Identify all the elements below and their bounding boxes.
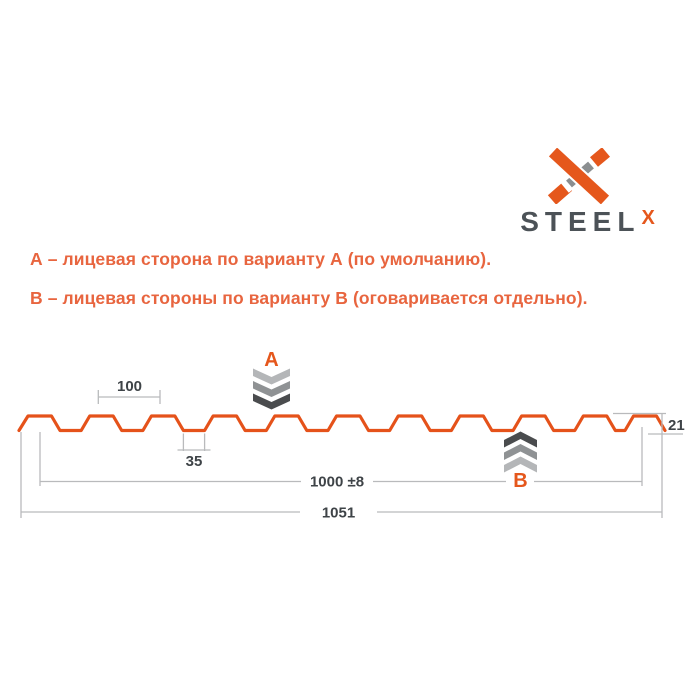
side-a-marker: A — [253, 349, 290, 410]
extension-lines — [20, 413, 663, 518]
note-variant-b: В – лицевая стороны по варианту В (огова… — [30, 288, 588, 308]
profile-diagram: 100 35 21 1000 ±8 — [17, 349, 685, 522]
dim-1000-value: 1000 ±8 — [310, 474, 364, 491]
profile-outline — [17, 414, 667, 433]
dim-100-value: 100 — [117, 378, 142, 395]
note-variant-a: А – лицевая сторона по варианту А (по ум… — [30, 249, 492, 269]
brand-name: STEEL — [520, 206, 641, 237]
brand-sup-x: X — [641, 207, 655, 229]
dimension-pitch-100 — [97, 390, 161, 404]
side-a-chevron-mid-icon — [253, 381, 290, 397]
side-b-label: B — [513, 470, 527, 492]
side-a-label: A — [264, 349, 278, 371]
dim-35-value: 35 — [186, 453, 203, 470]
brand-wordmark: STEELX — [505, 208, 670, 236]
side-b-chevron-dark-icon — [504, 431, 537, 448]
steelx-logo: STEELX — [505, 148, 670, 236]
side-b-marker: B — [504, 431, 537, 492]
side-b-chevron-light-icon — [504, 456, 537, 473]
side-b-chevron-mid-icon — [504, 444, 537, 460]
side-a-chevron-light-icon — [253, 368, 290, 385]
dimension-height-21 — [613, 412, 683, 435]
logo-main-diagonal — [548, 148, 610, 204]
dimension-valley-35 — [177, 433, 211, 451]
steelx-logo-mark-icon — [547, 148, 611, 204]
dim-21-value: 21 — [668, 417, 685, 434]
dim-1051-value: 1051 — [322, 505, 355, 522]
side-a-chevron-dark-icon — [253, 393, 290, 410]
